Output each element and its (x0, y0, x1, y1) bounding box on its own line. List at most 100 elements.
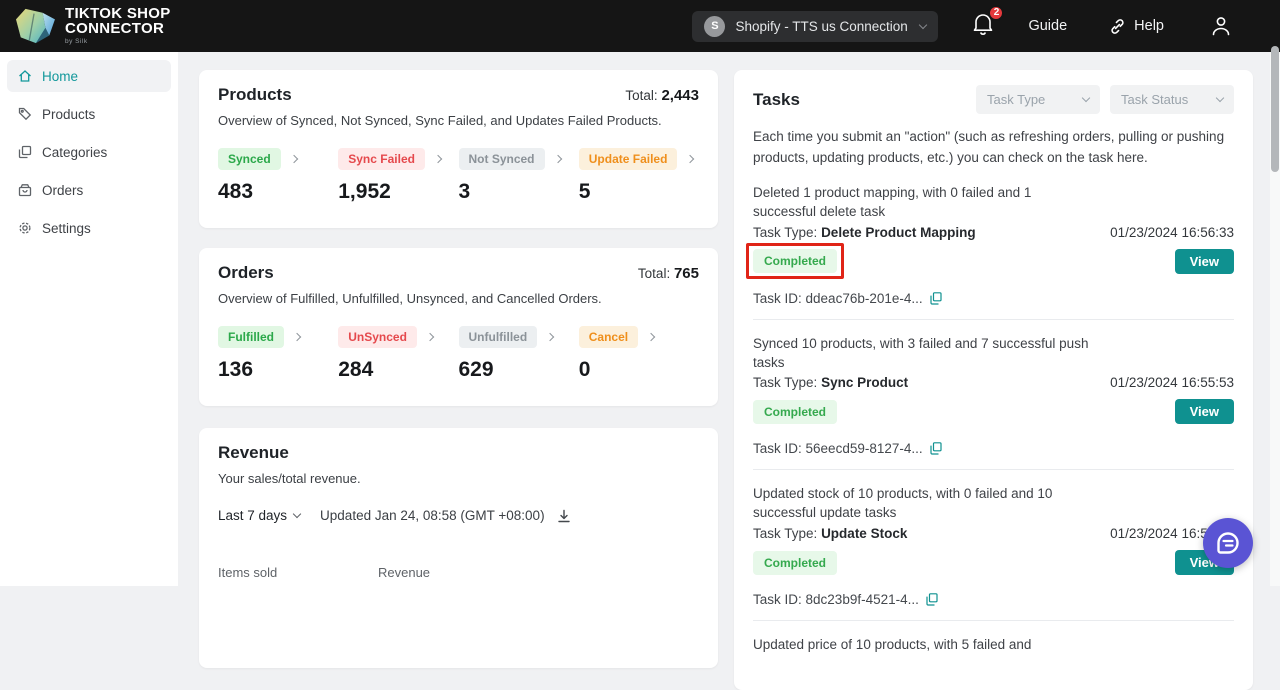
status-badge-completed: Completed (753, 249, 837, 273)
view-button[interactable]: View (1175, 249, 1234, 274)
sidebar-item-categories[interactable]: Categories (7, 136, 171, 168)
copy-icon[interactable] (930, 292, 942, 305)
products-card: Products Total: 2,443 Overview of Synced… (199, 70, 718, 228)
sidebar-item-label: Products (42, 107, 95, 122)
notifications-button[interactable]: 2 (972, 12, 994, 41)
app-logo-icon (14, 7, 56, 45)
status-badge-completed: Completed (753, 551, 837, 575)
products-card-title: Products (218, 85, 292, 105)
update-failed-badge[interactable]: Update Failed (579, 148, 678, 170)
main-content: Products Total: 2,443 Overview of Synced… (178, 52, 1280, 586)
account-button[interactable] (1210, 15, 1232, 37)
tasks-panel-title: Tasks (753, 90, 800, 110)
task-timestamp: 01/23/2024 16:56:33 (1110, 225, 1234, 240)
chevron-right-icon[interactable] (293, 333, 301, 341)
task-item: Updated stock of 10 products, with 0 fai… (753, 485, 1234, 621)
sidebar-item-label: Orders (42, 183, 83, 198)
link-icon (1109, 18, 1126, 35)
task-status-filter-label: Task Status (1121, 92, 1188, 107)
download-icon (557, 509, 571, 523)
task-type-filter-dropdown[interactable]: Task Type (976, 85, 1100, 114)
stat-sync-failed: Sync Failed 1,952 (338, 148, 458, 204)
orders-icon (17, 182, 33, 198)
sidebar-item-label: Home (42, 69, 78, 84)
tasks-panel: Tasks Task Type Task Status Each time yo… (734, 70, 1253, 690)
chevron-right-icon[interactable] (434, 155, 442, 163)
stat-synced: Synced 483 (218, 148, 338, 204)
logo-byline: by Silk (65, 38, 171, 45)
revenue-card: Revenue Your sales/total revenue. Last 7… (199, 428, 718, 668)
task-id-value: 56eecd59-8127-4... (806, 441, 923, 456)
copy-icon[interactable] (926, 593, 938, 606)
orders-card-description: Overview of Fulfilled, Unfulfilled, Unsy… (218, 291, 699, 306)
synced-badge[interactable]: Synced (218, 148, 281, 170)
guide-link[interactable]: Guide (1028, 18, 1067, 34)
sidebar-item-orders[interactable]: Orders (7, 174, 171, 206)
stat-cancel: Cancel 0 (579, 326, 699, 382)
scrollbar-thumb[interactable] (1271, 46, 1279, 172)
task-summary: Deleted 1 product mapping, with 0 failed… (753, 184, 1098, 222)
cancel-badge[interactable]: Cancel (579, 326, 638, 348)
help-label: Help (1134, 18, 1164, 34)
task-summary: Updated price of 10 products, with 5 fai… (753, 636, 1098, 655)
items-sold-column-label: Items sold (218, 565, 378, 580)
not-synced-badge[interactable]: Not Synced (459, 148, 545, 170)
orders-total-value: 765 (674, 265, 699, 282)
task-item: Synced 10 products, with 3 failed and 7 … (753, 335, 1234, 471)
store-selector-label: Shopify - TTS us Connection (735, 19, 910, 34)
revenue-column-label: Revenue (378, 565, 430, 580)
chevron-right-icon[interactable] (553, 155, 561, 163)
chevron-right-icon[interactable] (647, 333, 655, 341)
task-type-value: Delete Product Mapping (821, 225, 976, 240)
tag-icon (17, 106, 33, 122)
help-link[interactable]: Help (1109, 18, 1164, 35)
chat-bubble-icon (1214, 529, 1242, 557)
chevron-right-icon[interactable] (686, 155, 694, 163)
unfulfilled-badge[interactable]: Unfulfilled (459, 326, 538, 348)
chevron-right-icon[interactable] (289, 155, 297, 163)
fulfilled-value: 136 (218, 358, 338, 382)
sidebar-item-home[interactable]: Home (7, 60, 171, 92)
task-item: Updated price of 10 products, with 5 fai… (753, 636, 1234, 655)
divider (753, 469, 1234, 470)
download-button[interactable] (557, 509, 571, 523)
task-id-value: ddeac76b-201e-4... (806, 291, 923, 306)
products-card-description: Overview of Synced, Not Synced, Sync Fai… (218, 113, 699, 128)
sidebar-item-settings[interactable]: Settings (7, 212, 171, 244)
task-type-label: Task Type: (753, 375, 817, 390)
chat-widget-button[interactable] (1203, 518, 1253, 568)
task-summary: Synced 10 products, with 3 failed and 7 … (753, 335, 1098, 373)
chevron-down-icon (1216, 94, 1224, 102)
unsynced-badge[interactable]: UnSynced (338, 326, 417, 348)
revenue-card-description: Your sales/total revenue. (218, 471, 699, 486)
chevron-down-icon (1082, 94, 1090, 102)
gear-icon (17, 220, 33, 236)
task-type-label: Task Type: (753, 526, 817, 541)
date-range-dropdown[interactable]: Last 7 days (218, 508, 300, 523)
cancel-value: 0 (579, 358, 699, 382)
task-id-label: Task ID: (753, 592, 802, 607)
logo-line2: CONNECTOR (65, 20, 164, 37)
view-button[interactable]: View (1175, 399, 1234, 424)
task-summary: Updated stock of 10 products, with 0 fai… (753, 485, 1098, 523)
sidebar-item-label: Categories (42, 145, 107, 160)
chevron-down-icon (293, 510, 301, 518)
stat-unfulfilled: Unfulfilled 629 (459, 326, 579, 382)
revenue-card-title: Revenue (218, 443, 289, 463)
status-badge-completed: Completed (753, 400, 837, 424)
copy-icon[interactable] (930, 442, 942, 455)
store-selector-dropdown[interactable]: S Shopify - TTS us Connection (692, 11, 938, 42)
chevron-right-icon[interactable] (546, 333, 554, 341)
not-synced-value: 3 (459, 180, 579, 204)
user-icon (1210, 15, 1232, 37)
orders-card-title: Orders (218, 263, 274, 283)
chevron-right-icon[interactable] (426, 333, 434, 341)
sync-failed-badge[interactable]: Sync Failed (338, 148, 425, 170)
sidebar-nav: Home Products Categories Orders Settings (0, 52, 178, 586)
stat-not-synced: Not Synced 3 (459, 148, 579, 204)
task-id-label: Task ID: (753, 441, 802, 456)
fulfilled-badge[interactable]: Fulfilled (218, 326, 284, 348)
sidebar-item-products[interactable]: Products (7, 98, 171, 130)
task-status-filter-dropdown[interactable]: Task Status (1110, 85, 1234, 114)
task-id-value: 8dc23b9f-4521-4... (806, 592, 919, 607)
